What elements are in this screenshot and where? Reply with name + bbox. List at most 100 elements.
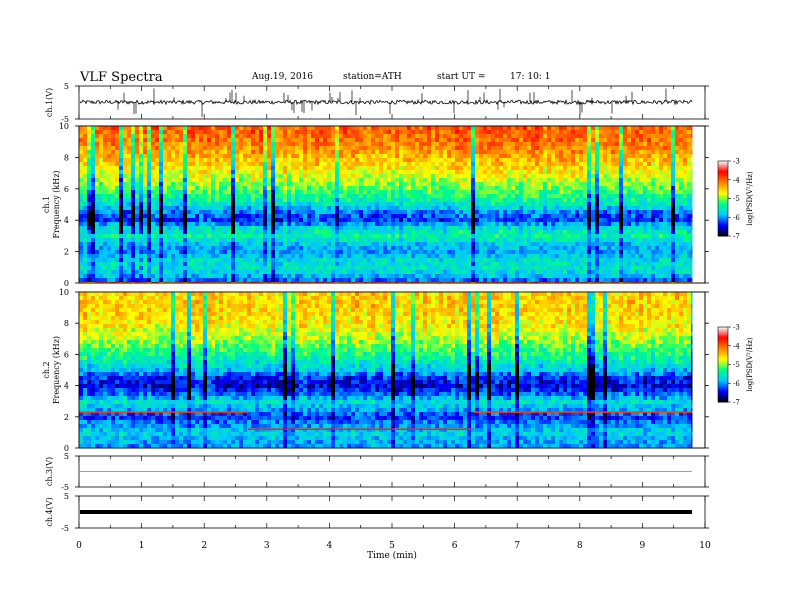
spectrogram-2 <box>79 126 693 283</box>
colorbar-segment <box>718 327 728 330</box>
colorbar-segment <box>718 353 728 356</box>
colorbar-segment <box>718 221 728 224</box>
colorbar-segment <box>718 328 728 332</box>
colorbar-segment <box>718 170 728 173</box>
x-axis-label: Time (min) <box>367 550 417 561</box>
colorbar-segment <box>718 179 728 183</box>
colorbar-segment <box>718 187 728 190</box>
station-label: station=ATH <box>343 72 402 82</box>
x-tick-label: 4 <box>327 541 333 551</box>
colorbar-tick-label: -4 <box>733 342 740 350</box>
colorbar-tick-label: -6 <box>733 214 740 222</box>
y-tick-label: 4 <box>64 382 69 391</box>
colorbar-segment <box>718 392 728 395</box>
y-tick-label: 2 <box>64 413 69 422</box>
y-axis-label: ch.1(V) <box>45 88 54 117</box>
y-axis-label: ch.1 <box>42 196 51 213</box>
colorbar-segment <box>718 343 728 347</box>
colorbar-segment <box>718 342 728 345</box>
x-tick-label: 6 <box>452 541 458 551</box>
colorbar-segment <box>718 394 728 397</box>
y-tick-label: 2 <box>64 248 69 257</box>
x-tick-label: 10 <box>699 541 711 551</box>
colorbar-segment <box>718 194 728 198</box>
colorbar-tick-label: -4 <box>733 176 740 184</box>
colorbar-segment <box>718 209 728 213</box>
colorbar-segment <box>718 168 728 171</box>
y-tick-label: 8 <box>64 319 69 328</box>
x-tick-label: 0 <box>76 541 82 551</box>
spectrogram-3 <box>79 292 693 448</box>
date-label: Aug.19, 2016 <box>252 72 313 82</box>
y-axis-label: ch.3(V) <box>45 457 54 486</box>
colorbar-segment <box>718 336 728 339</box>
colorbar-segment <box>718 161 728 164</box>
start-time: 17: 10: 1 <box>510 72 551 82</box>
colorbar-segment <box>718 398 728 401</box>
colorbar-segment <box>718 198 728 201</box>
y-tick-label: -5 <box>61 115 69 124</box>
colorbar-segment <box>718 388 728 392</box>
colorbar-segment <box>718 219 728 222</box>
y-tick-label: 5 <box>64 82 69 91</box>
colorbar-segment <box>718 224 728 228</box>
x-tick-label: 9 <box>640 541 646 551</box>
x-tick-label: 7 <box>514 541 520 551</box>
y-tick-label: 0 <box>64 444 69 453</box>
colorbar-segment <box>718 390 728 394</box>
colorbar-tick-label: -7 <box>733 233 740 241</box>
colorbar-segment <box>718 387 728 390</box>
colorbar-segment <box>718 207 728 211</box>
colorbar-segment <box>718 338 728 341</box>
colorbar-segment <box>718 204 728 207</box>
colorbar-segment <box>718 185 728 188</box>
colorbar-segment <box>718 162 728 166</box>
colorbar-segment <box>718 192 728 196</box>
colorbar-segment <box>718 202 728 205</box>
colorbar-segment <box>718 385 728 388</box>
colorbar-segment <box>718 362 728 365</box>
colorbar-segment <box>718 166 728 169</box>
y-tick-label: -5 <box>61 483 69 492</box>
colorbar-segment <box>718 357 728 360</box>
y-tick-label: 10 <box>59 288 69 297</box>
colorbar-segment <box>718 222 728 226</box>
colorbar-segment <box>718 330 728 334</box>
y-tick-label: 6 <box>64 350 69 359</box>
y-tick-label: 8 <box>64 153 69 162</box>
colorbar-segment <box>718 373 728 377</box>
y-tick-label: 5 <box>64 452 69 461</box>
colorbar-segment <box>718 372 728 375</box>
colorbar-segment <box>718 377 728 380</box>
x-tick-label: 2 <box>201 541 207 551</box>
colorbar-segment <box>718 164 728 168</box>
colorbar-segment <box>718 183 728 186</box>
colorbar-tick-label: -3 <box>733 158 740 166</box>
colorbar-segment <box>718 358 728 362</box>
colorbar-segment <box>718 332 728 335</box>
colorbar-segment <box>718 351 728 354</box>
colorbar-segment <box>718 174 728 177</box>
y-axis-label: Frequency (kHz) <box>52 336 61 404</box>
colorbar-segment <box>718 228 728 231</box>
x-tick-label: 5 <box>389 541 395 551</box>
colorbar-segment <box>718 364 728 367</box>
panel-frame-overlay <box>78 291 706 449</box>
colorbar-segment <box>718 347 728 350</box>
y-tick-label: 0 <box>64 279 69 288</box>
colorbar-segment <box>718 200 728 203</box>
y-tick-label: 6 <box>64 185 69 194</box>
colorbar-segment <box>718 211 728 214</box>
panel-frame-overlay <box>78 125 706 284</box>
colorbar-segment <box>718 345 728 349</box>
y-axis-label: Frequency (kHz) <box>52 170 61 238</box>
colorbar-segment <box>718 340 728 343</box>
colorbar-segment <box>718 206 728 209</box>
colorbar-segment <box>718 355 728 358</box>
y-axis-label: ch.2 <box>42 361 51 378</box>
colorbar-segment <box>718 379 728 382</box>
start-label: start UT = <box>437 72 486 82</box>
y-tick-label: 10 <box>59 122 69 131</box>
y-tick-label: 4 <box>64 216 69 225</box>
